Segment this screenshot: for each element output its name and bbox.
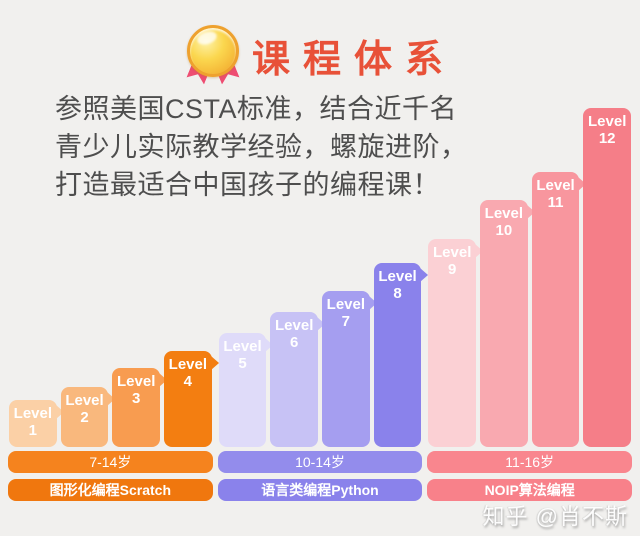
next-level-arrow-icon xyxy=(368,296,377,310)
next-level-arrow-icon xyxy=(55,405,64,419)
next-level-arrow-icon xyxy=(107,392,116,406)
level-word: Level xyxy=(536,177,575,194)
next-level-arrow-icon xyxy=(526,205,535,219)
intro-line-1: 参照美国CSTA标准，结合近千名 xyxy=(55,94,458,124)
age-band-scratch: 7-14岁 xyxy=(8,451,213,473)
levels-chart: Level 1 Level 2 Level 3 Level 4 7-14岁 图形化编程Scra… xyxy=(8,100,633,501)
course-band-python: 语言类编程Python xyxy=(217,479,423,501)
level-word: Level xyxy=(588,113,627,130)
course-band-scratch: 图形化编程Scratch xyxy=(8,479,213,501)
level-number: 3 xyxy=(132,390,141,407)
medal-coin xyxy=(186,25,239,77)
level-bar-3: Level 3 xyxy=(112,368,168,447)
level-word: Level xyxy=(223,338,262,355)
level-bar-10: Level 10 xyxy=(480,200,535,447)
level-bar-6: Level 6 xyxy=(270,312,326,447)
next-level-arrow-icon xyxy=(265,338,274,352)
level-number: 9 xyxy=(448,261,457,278)
intro-line-2: 青少儿实际教学经验，螺旋进阶， xyxy=(55,132,468,162)
level-number: 1 xyxy=(28,422,37,439)
next-level-arrow-icon xyxy=(210,356,219,370)
next-level-arrow-icon xyxy=(317,317,326,331)
level-bar-12: Level 12 xyxy=(583,108,632,447)
level-number: 10 xyxy=(495,222,513,239)
level-number: 7 xyxy=(341,313,351,330)
level-bar-7: Level 7 xyxy=(322,291,377,447)
level-number: 12 xyxy=(598,130,616,147)
medal-icon xyxy=(184,24,242,86)
watermark: 知乎 @肖不斯 xyxy=(482,504,628,529)
header: 课程体系 xyxy=(0,24,640,86)
level-word: Level xyxy=(484,205,524,222)
group-noip-bars: Level 9 Level 10 Level 11 Level 12 xyxy=(427,100,632,447)
group-python-bars: Level 5 Level 6 Level 7 Level 8 xyxy=(218,100,429,447)
level-word: Level xyxy=(168,356,208,373)
next-level-arrow-icon xyxy=(159,373,168,387)
level-bar-1: Level 1 xyxy=(9,400,64,447)
level-bar-9: Level 9 xyxy=(428,239,484,447)
level-word: Level xyxy=(326,296,366,313)
level-bar-11: Level 11 xyxy=(531,172,587,447)
level-word: Level xyxy=(378,268,417,285)
level-number: 11 xyxy=(547,194,564,211)
age-band-python: 10-14岁 xyxy=(217,451,423,473)
level-number: 2 xyxy=(80,409,89,426)
level-number: 6 xyxy=(290,334,299,351)
level-word: Level xyxy=(433,244,472,261)
level-word: Level xyxy=(65,392,104,409)
group-scratch: Level 1 Level 2 Level 3 Level 4 7-14岁 图形化编程Scra… xyxy=(8,100,219,501)
level-number: 5 xyxy=(238,355,247,372)
level-bar-5: Level 5 xyxy=(218,333,274,447)
course-band-noip: NOIP算法编程 xyxy=(427,479,633,501)
page-title: 课程体系 xyxy=(251,38,456,81)
intro-line-3: 打造最适合中国孩子的编程课！ xyxy=(55,170,440,200)
group-python: Level 5 Level 6 Level 7 Level 8 10-14岁 语言类编程Pyt… xyxy=(217,100,429,501)
level-word: Level xyxy=(13,405,53,422)
next-level-arrow-icon xyxy=(475,244,484,258)
level-number: 8 xyxy=(393,285,402,302)
level-bar-2: Level 2 xyxy=(60,387,116,447)
level-number: 4 xyxy=(183,373,193,390)
next-level-arrow-icon xyxy=(420,268,429,282)
level-word: Level xyxy=(275,317,314,334)
next-level-arrow-icon xyxy=(578,177,587,191)
level-word: Level xyxy=(117,373,156,390)
intro-text: 参照美国CSTA标准，结合近千名 青少儿实际教学经验，螺旋进阶， 打造最适合中国… xyxy=(55,90,475,204)
level-bar-8: Level 8 xyxy=(373,263,429,447)
group-noip: Level 9 Level 10 Level 11 Level 12 11-16岁 NOIP算… xyxy=(427,100,633,501)
level-bar-4: Level 4 xyxy=(164,351,219,447)
age-band-noip: 11-16岁 xyxy=(427,451,633,473)
group-scratch-bars: Level 1 Level 2 Level 3 Level 4 xyxy=(8,100,219,447)
